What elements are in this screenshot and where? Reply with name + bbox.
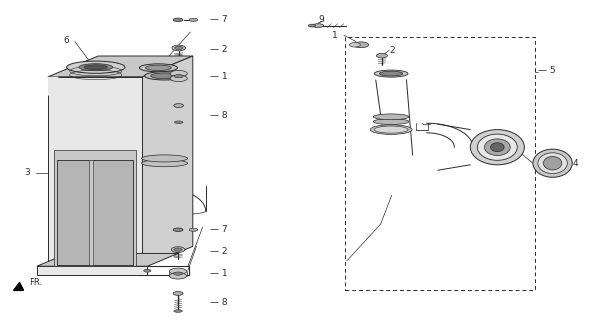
Polygon shape: [142, 56, 193, 267]
Text: — 2: — 2: [210, 247, 228, 256]
Text: — 2: — 2: [210, 45, 228, 54]
Ellipse shape: [484, 139, 510, 156]
Ellipse shape: [376, 53, 387, 58]
Bar: [345, 37, 535, 290]
Ellipse shape: [174, 104, 184, 108]
Ellipse shape: [172, 45, 185, 51]
Ellipse shape: [174, 269, 182, 272]
Ellipse shape: [373, 114, 409, 120]
Ellipse shape: [144, 269, 151, 272]
Text: 2: 2: [389, 46, 395, 55]
Ellipse shape: [145, 72, 185, 80]
Text: — 7: — 7: [210, 15, 228, 24]
Ellipse shape: [491, 143, 504, 152]
Ellipse shape: [174, 310, 182, 312]
Ellipse shape: [146, 65, 171, 71]
Ellipse shape: [142, 155, 188, 162]
Ellipse shape: [171, 247, 185, 252]
Polygon shape: [37, 266, 147, 275]
Text: — 1: — 1: [210, 269, 228, 278]
Ellipse shape: [151, 73, 179, 79]
Ellipse shape: [370, 125, 412, 134]
Ellipse shape: [189, 228, 198, 231]
Ellipse shape: [313, 24, 324, 28]
Polygon shape: [57, 160, 89, 265]
Ellipse shape: [533, 149, 572, 177]
Ellipse shape: [543, 156, 562, 170]
Text: — 5: — 5: [538, 66, 556, 75]
Text: — 7: — 7: [210, 225, 228, 234]
Polygon shape: [48, 77, 142, 267]
Ellipse shape: [139, 64, 177, 72]
Ellipse shape: [174, 46, 182, 50]
Text: 1: 1: [332, 31, 337, 40]
Ellipse shape: [170, 75, 187, 82]
Text: — 8: — 8: [210, 111, 228, 120]
Ellipse shape: [174, 121, 183, 124]
Ellipse shape: [173, 292, 183, 295]
Text: 9: 9: [319, 15, 324, 24]
Text: 4: 4: [572, 159, 578, 168]
Ellipse shape: [170, 70, 187, 77]
Ellipse shape: [174, 75, 183, 78]
Ellipse shape: [142, 160, 188, 167]
Ellipse shape: [174, 248, 182, 251]
Ellipse shape: [169, 273, 187, 279]
Ellipse shape: [478, 134, 518, 160]
Ellipse shape: [375, 126, 408, 133]
Text: FR.: FR.: [29, 278, 42, 287]
Ellipse shape: [373, 119, 409, 124]
Ellipse shape: [308, 24, 316, 27]
Ellipse shape: [470, 130, 524, 165]
Text: 3: 3: [25, 168, 30, 177]
Polygon shape: [54, 150, 136, 266]
Text: 6: 6: [63, 36, 69, 44]
Polygon shape: [37, 253, 178, 266]
Ellipse shape: [79, 64, 113, 71]
Ellipse shape: [173, 272, 182, 275]
Text: — 1: — 1: [210, 72, 228, 81]
Ellipse shape: [84, 65, 107, 70]
Ellipse shape: [66, 61, 125, 73]
Ellipse shape: [173, 18, 183, 22]
Polygon shape: [93, 160, 133, 265]
Ellipse shape: [538, 153, 567, 173]
Ellipse shape: [169, 268, 187, 275]
Ellipse shape: [349, 43, 360, 47]
Ellipse shape: [379, 71, 403, 76]
Ellipse shape: [375, 70, 408, 77]
Ellipse shape: [173, 228, 183, 232]
Text: — 8: — 8: [210, 298, 228, 307]
Polygon shape: [48, 56, 193, 77]
Ellipse shape: [189, 18, 198, 21]
Ellipse shape: [354, 42, 368, 48]
Polygon shape: [48, 77, 58, 96]
